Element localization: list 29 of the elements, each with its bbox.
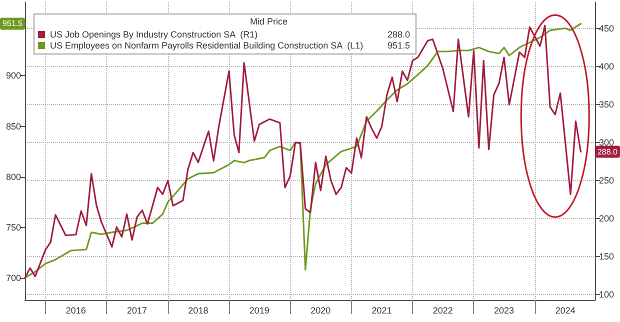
- x-tick-label: 2017: [127, 306, 148, 316]
- x-tick-label: 2020: [310, 306, 331, 316]
- annotation: 951.5: [387, 40, 410, 50]
- y-tick-label: 750: [6, 222, 21, 232]
- y2-tick-label: 200: [599, 214, 614, 224]
- x-tick-label: 2018: [188, 306, 208, 316]
- y-tick-label: 850: [6, 121, 21, 132]
- y2-tick-label: 250: [599, 176, 614, 186]
- y-tick-label: 800: [6, 172, 21, 182]
- text: 288.0: [597, 147, 618, 156]
- x-tick-label: 2021: [372, 306, 392, 316]
- y2-tick-label: 450: [599, 24, 614, 34]
- legend-title: Mid Price: [250, 16, 288, 26]
- y2-tick-label: 100: [599, 290, 614, 300]
- x-tick-label: 2022: [432, 306, 453, 316]
- y2-tick-label: 400: [599, 62, 614, 72]
- y2-tick-label: 300: [599, 138, 614, 148]
- legend-label: US Job Openings By Industry Construction SA (R1): [50, 30, 258, 40]
- y2-tick-label: 350: [599, 100, 614, 110]
- x-tick-label: 2024: [555, 306, 576, 316]
- y-tick-label: 700: [6, 272, 21, 283]
- y2-tick-label: 150: [599, 252, 614, 262]
- x-tick-label: 2019: [249, 306, 270, 316]
- legend-label: US Employees on Nonfarm Payrolls Residential Building Construction SA (L1): [50, 40, 364, 50]
- x-tick-label: 2016: [66, 306, 86, 316]
- annotation: 288.0: [387, 30, 410, 40]
- y-tick-label: 900: [6, 70, 21, 81]
- text: 951.5: [2, 19, 23, 28]
- x-tick-label: 2023: [494, 306, 514, 316]
